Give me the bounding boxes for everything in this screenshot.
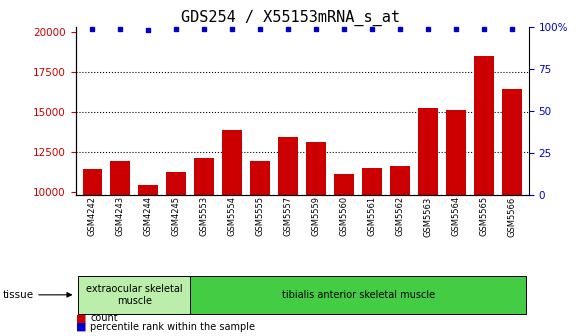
Bar [474,56,494,336]
Bar [446,110,466,336]
Text: tissue: tissue [3,290,34,300]
Bar [390,166,410,336]
Bar [363,168,382,336]
Text: percentile rank within the sample: percentile rank within the sample [90,322,255,332]
Bar [223,130,242,336]
Bar [418,109,438,336]
Text: count: count [90,313,118,323]
Bar [138,185,158,336]
Bar [110,161,130,336]
Bar [502,89,522,336]
Bar [195,158,214,336]
Bar [166,172,186,336]
Text: extraocular skeletal
muscle: extraocular skeletal muscle [86,284,182,306]
Text: ■: ■ [76,322,86,332]
Bar [83,169,102,336]
Bar [334,174,354,336]
Text: GDS254 / X55153mRNA_s_at: GDS254 / X55153mRNA_s_at [181,10,400,26]
Bar [250,161,270,336]
Text: ■: ■ [76,313,86,323]
Bar [278,137,298,336]
Bar [306,142,326,336]
Text: tibialis anterior skeletal muscle: tibialis anterior skeletal muscle [282,290,435,300]
